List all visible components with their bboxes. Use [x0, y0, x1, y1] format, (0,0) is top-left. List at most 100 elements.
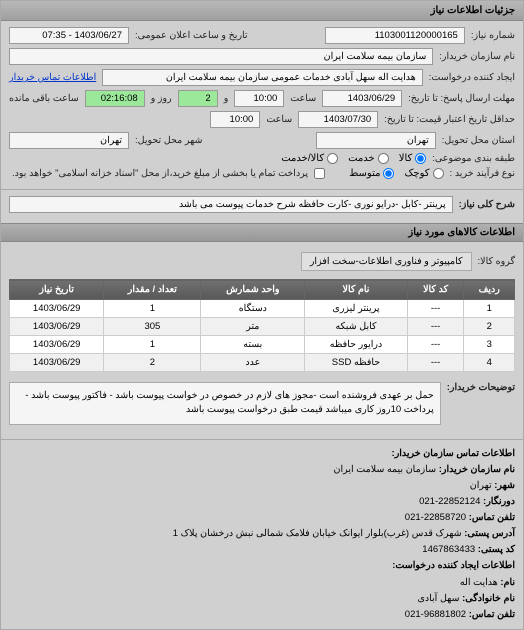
public-announce-label: تاریخ و ساعت اعلان عمومی: — [135, 30, 248, 41]
need-title-label: شرح کلی نیاز: — [459, 199, 515, 210]
cat-goods-service-radio[interactable] — [327, 153, 338, 164]
deadline-time: 10:00 — [234, 90, 284, 107]
cat-goods-radio[interactable] — [415, 153, 426, 164]
table-cell: --- — [407, 336, 464, 354]
postcode-label: کد پستی: — [478, 544, 515, 555]
deadline-date: 1403/06/29 — [322, 90, 402, 107]
category-label: طبقه بندی موضوعی: — [432, 153, 515, 164]
table-cell: حافظه SSD — [305, 354, 408, 372]
family-value: سهل آبادی — [417, 593, 459, 604]
deadline-time-label: ساعت — [290, 93, 316, 104]
creator-header: اطلاعات ایجاد کننده درخواست: — [392, 560, 515, 571]
remain-time: 02:16:08 — [85, 90, 145, 107]
trust-note-checkbox[interactable] — [314, 168, 325, 179]
contact-header: اطلاعات تماس سازمان خریدار: — [392, 448, 515, 459]
items-body: گروه کالا: کامپیوتر و فناوری اطلاعات-سخت… — [1, 242, 523, 439]
delivery-state-label: استان محل تحویل: — [442, 135, 515, 146]
org-name: سازمان بیمه سلامت ایران — [334, 464, 437, 475]
org-name-label: نام سازمان خریدار: — [439, 464, 515, 475]
category-radio-group: کالا خدمت کالا/خدمت — [281, 153, 426, 164]
validity-time: 10:00 — [210, 111, 260, 128]
panel-header: جزئیات اطلاعات نیاز — [1, 1, 523, 21]
main-panel: جزئیات اطلاعات نیاز شماره نیاز: 11030011… — [0, 0, 524, 630]
table-cell: 1403/06/29 — [10, 354, 104, 372]
table-cell: پرینتر لیزری — [305, 300, 408, 318]
city-label: شهر: — [494, 480, 515, 491]
remain-days: 2 — [178, 90, 218, 107]
table-cell: 1 — [104, 336, 201, 354]
table-cell: 1403/06/29 — [10, 336, 104, 354]
panel-title: جزئیات اطلاعات نیاز — [431, 5, 515, 16]
buyer-org-label: نام سازمان خریدار: — [439, 51, 515, 62]
buy-medium-radio[interactable] — [383, 168, 394, 179]
request-number: 1103001120000165 — [325, 27, 465, 44]
phone-label: تلفن تماس: — [469, 512, 515, 523]
public-announce-value: 1403/06/27 - 07:35 — [9, 27, 129, 44]
name-value: هدایت اله — [460, 577, 498, 588]
table-cell: 1 — [464, 300, 515, 318]
remain-label2: روز و — [151, 93, 172, 104]
col-name: نام کالا — [305, 280, 408, 300]
postcode-value: 1467863433 — [422, 544, 475, 555]
table-cell: --- — [407, 300, 464, 318]
buy-type-label: نوع فرآیند خرید : — [450, 168, 515, 179]
table-cell: کابل شبکه — [305, 318, 408, 336]
table-cell: 1403/06/29 — [10, 318, 104, 336]
col-code: کد کالا — [407, 280, 464, 300]
contact-phone-label: تلفن تماس: — [469, 609, 515, 620]
table-cell: بسته — [201, 336, 305, 354]
validity-time-label: ساعت — [266, 114, 292, 125]
table-cell: 2 — [464, 318, 515, 336]
group-label: گروه کالا: — [478, 256, 515, 267]
fax-value: 22852124-021 — [419, 496, 480, 507]
cat-service-radio[interactable] — [378, 153, 389, 164]
request-number-label: شماره نیاز: — [471, 30, 515, 41]
table-cell: متر — [201, 318, 305, 336]
buy-small-label: کوچک — [404, 168, 429, 179]
delivery-city-label: شهر محل تحویل: — [135, 135, 202, 146]
cat-service-label: خدمت — [348, 153, 375, 164]
validity-date: 1403/07/30 — [298, 111, 378, 128]
table-cell: 4 — [464, 354, 515, 372]
family-label: نام خانوادگی: — [462, 593, 515, 604]
table-cell: 1403/06/29 — [10, 300, 104, 318]
description-text: حمل بر عهدی فروشنده است -مجوز های لازم د… — [9, 382, 441, 425]
table-cell: درایور حافظه — [305, 336, 408, 354]
creator-label: ایجاد کننده درخواست: — [429, 72, 515, 83]
need-title-value: پرینتر -کابل -درایو نوری -کارت حافظه شرح… — [9, 196, 453, 213]
table-row: 4---حافظه SSDعدد21403/06/29 — [10, 354, 515, 372]
need-title-section: شرح کلی نیاز: پرینتر -کابل -درایو نوری -… — [1, 189, 523, 223]
phone-value: 22858720-021 — [405, 512, 466, 523]
contact-link[interactable]: اطلاعات تماس خریدار — [9, 72, 96, 83]
delivery-state: تهران — [316, 132, 436, 149]
table-cell: 2 — [104, 354, 201, 372]
table-cell: --- — [407, 354, 464, 372]
validity-label: حداقل تاریخ اعتبار قیمت: تا تاریخ: — [384, 114, 515, 125]
cat-goods-service-label: کالا/خدمت — [281, 153, 324, 164]
trust-note-label: پرداخت تمام یا بخشی از مبلغ خرید،از محل … — [12, 168, 308, 179]
col-row: ردیف — [464, 280, 515, 300]
creator-value: هدایت اله سهل آبادی خدمات عمومی سازمان ب… — [102, 69, 423, 86]
city-value: تهران — [470, 480, 492, 491]
group-value: کامپیوتر و فناوری اطلاعات-سخت افزار — [301, 252, 472, 271]
cat-goods-label: کالا — [399, 153, 413, 164]
contact-section: اطلاعات تماس سازمان خریدار: نام سازمان خ… — [1, 439, 523, 630]
items-table: ردیف کد کالا نام کالا واحد شمارش تعداد /… — [9, 279, 515, 372]
items-section-title: اطلاعات کالاهای مورد نیاز — [408, 227, 515, 238]
table-cell: 305 — [104, 318, 201, 336]
buy-medium-label: متوسط — [349, 168, 380, 179]
fax-label: دورنگار: — [483, 496, 515, 507]
description-label: توضیحات خریدار: — [447, 378, 515, 393]
address-value: شهرک قدس (غرب)بلوار ایوانک خیابان فلامک … — [173, 528, 462, 539]
col-qty: تعداد / مقدار — [104, 280, 201, 300]
table-row: 1---پرینتر لیزریدستگاه11403/06/29 — [10, 300, 515, 318]
col-date: تاریخ نیاز — [10, 280, 104, 300]
table-cell: 1 — [104, 300, 201, 318]
table-cell: --- — [407, 318, 464, 336]
contact-phone-value: 96881802-021 — [405, 609, 466, 620]
remain-label3: ساعت باقی مانده — [9, 93, 79, 104]
buy-small-radio[interactable] — [433, 168, 444, 179]
col-unit: واحد شمارش — [201, 280, 305, 300]
deadline-label: مهلت ارسال پاسخ: تا تاریخ: — [408, 93, 515, 104]
table-cell: 3 — [464, 336, 515, 354]
